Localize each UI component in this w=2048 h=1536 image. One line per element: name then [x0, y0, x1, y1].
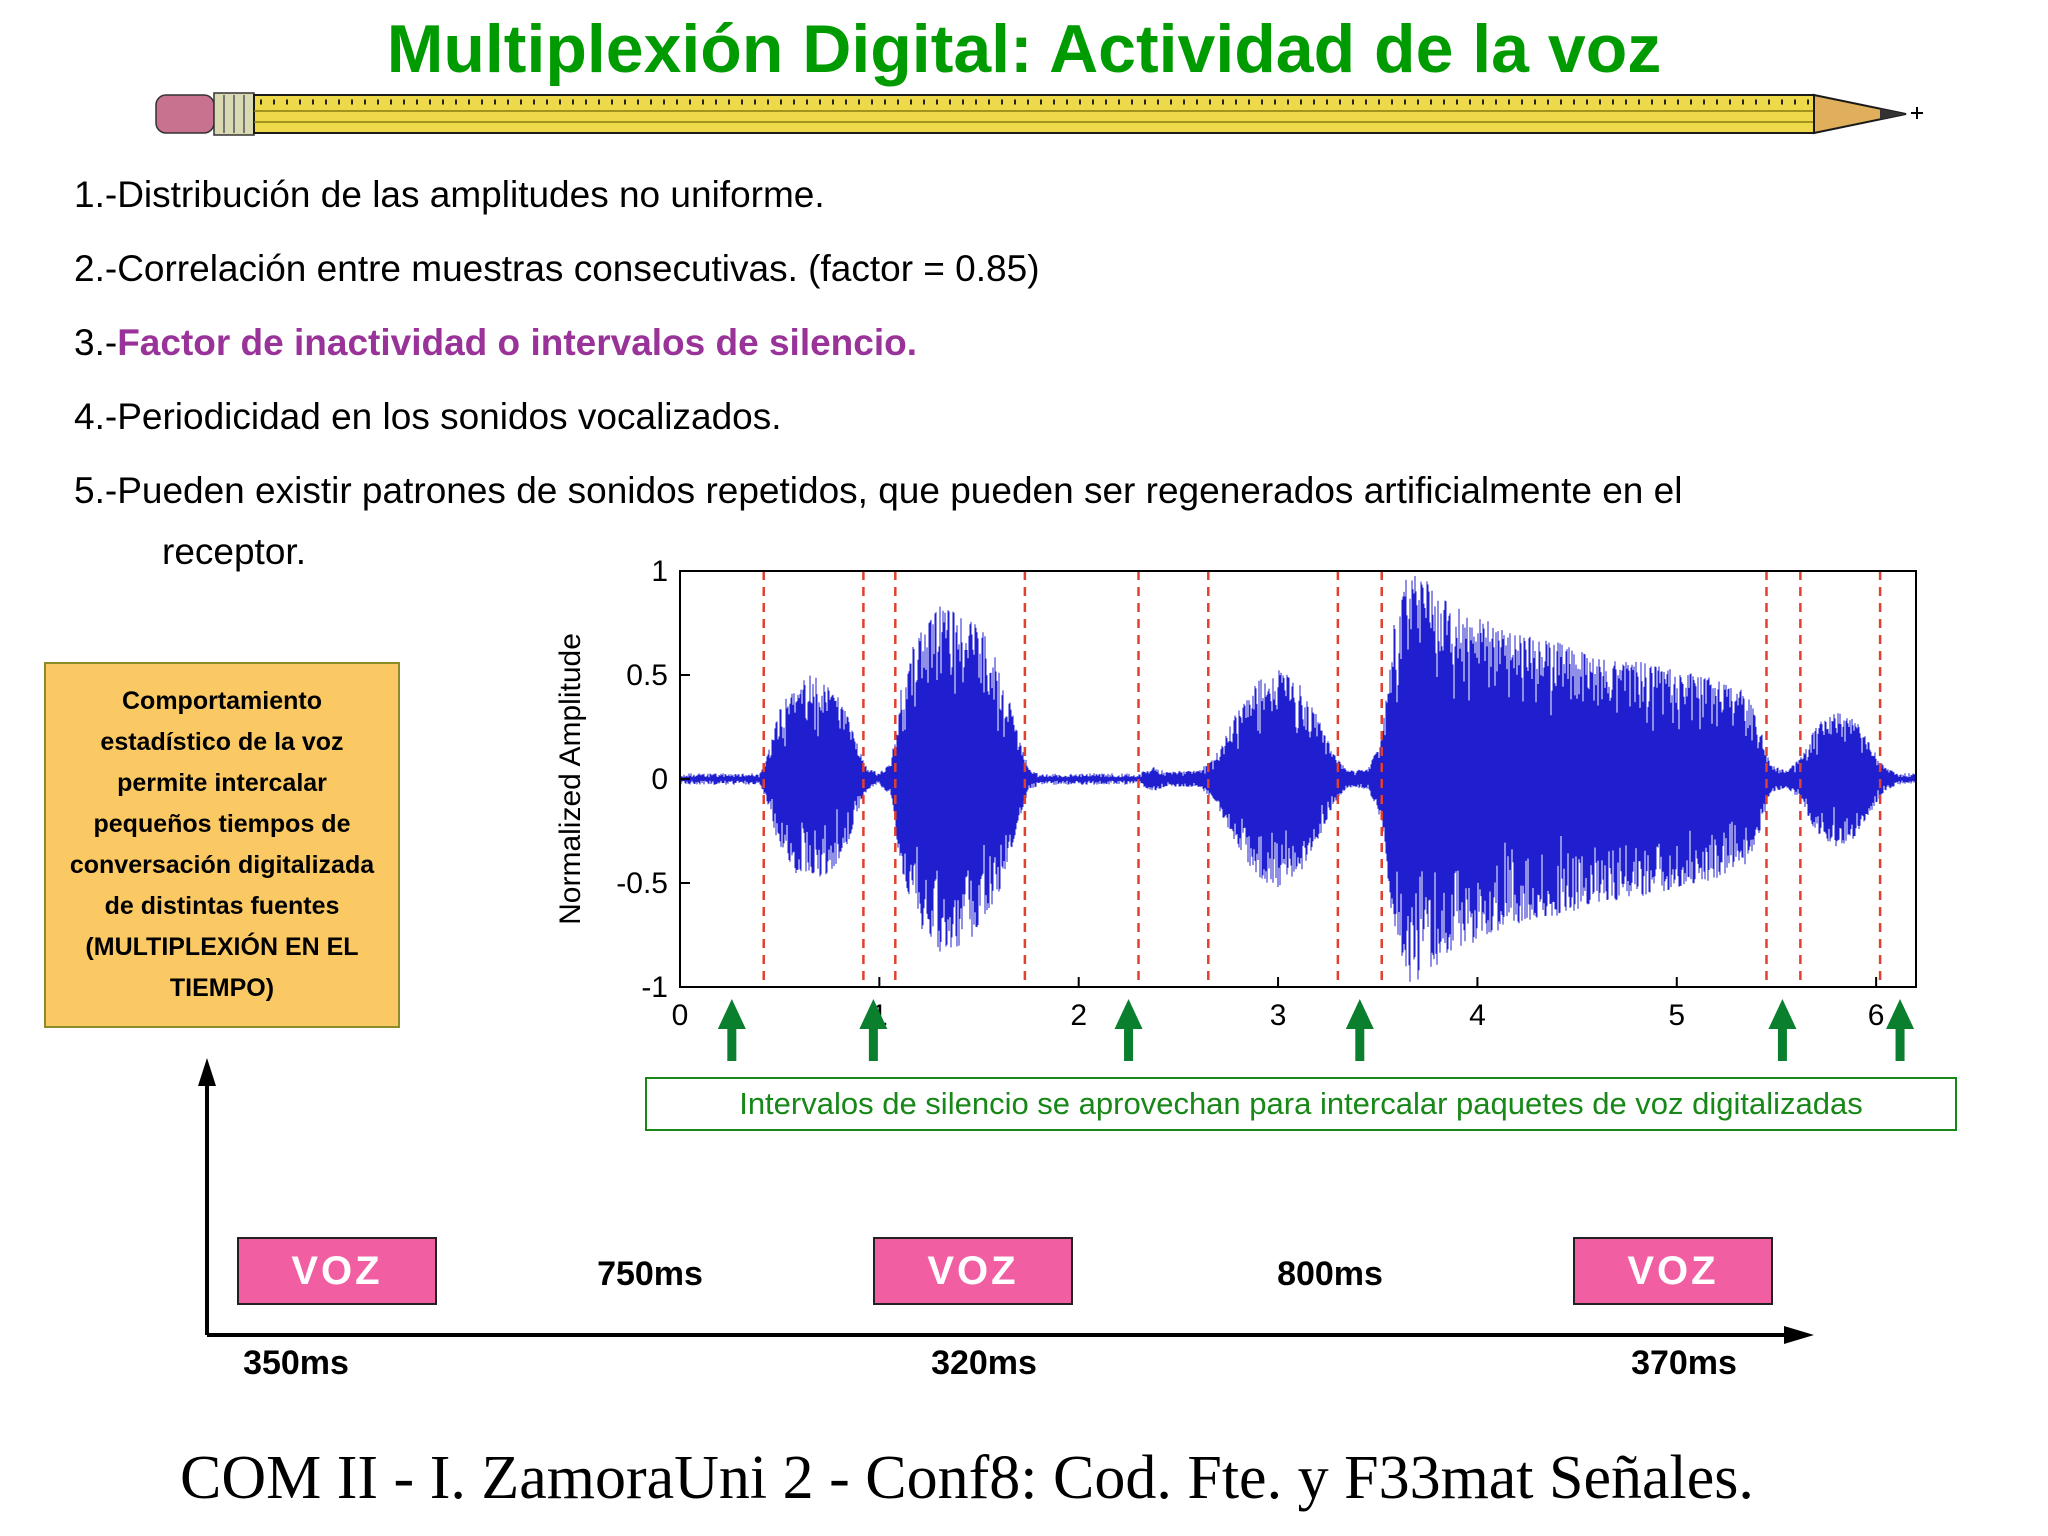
- x-tick-label: 4: [1469, 999, 1486, 1032]
- footer: COM II - I. ZamoraUni 2 - Conf8: Cod. Ft…: [180, 1443, 1980, 1514]
- silence-arrow-stem: [727, 1027, 737, 1061]
- voz-packet-3: VOZ: [1573, 1237, 1773, 1305]
- voz-label: VOZ: [1627, 1248, 1719, 1293]
- pencil-eraser: [155, 94, 215, 134]
- footer-course: COM II - I. Zamora: [180, 1444, 675, 1512]
- pencil-wood-tip: [1813, 93, 1907, 135]
- voz-label: VOZ: [927, 1248, 1019, 1293]
- timeline-horizontal-arrowhead: [1784, 1326, 1814, 1344]
- list-item-number: 1.-: [74, 174, 118, 215]
- note-line: conversación digitalizada: [69, 851, 375, 879]
- note-line: Comportamiento: [122, 687, 322, 715]
- list-item-number: 3.-: [74, 322, 118, 363]
- y-tick-label: -0.5: [616, 867, 668, 900]
- list-item-text: Correlación entre muestras consecutivas.…: [117, 248, 1040, 289]
- page-number: 33: [1378, 1444, 1441, 1512]
- x-tick-label: 0: [672, 999, 689, 1032]
- statistics-note-box: Comportamiento estadístico de la voz per…: [44, 662, 400, 1028]
- x-tick-label: 2: [1070, 999, 1087, 1032]
- list-item-2: 2.-Correlación entre muestras consecutiv…: [74, 232, 2004, 306]
- silence-arrow-icon: [1768, 999, 1797, 1029]
- note-line: permite intercalar: [117, 769, 327, 797]
- list-item-1: 1.-Distribución de las amplitudes no uni…: [74, 158, 2004, 232]
- voz-duration-2: 320ms: [931, 1344, 1037, 1382]
- footer-lecture: Uni 2 - Conf8: Cod. Fte. y F: [674, 1444, 1379, 1512]
- list-item-4: 4.-Periodicidad en los sonidos vocalizad…: [74, 380, 2004, 454]
- silence-arrow-stem: [868, 1027, 878, 1061]
- silence-gap-duration-2: 800ms: [1277, 1255, 1383, 1293]
- list-item-number: 2.-: [74, 248, 118, 289]
- footer-lecture-cont: mat Señales.: [1440, 1444, 1754, 1512]
- silence-arrow-stem: [1124, 1027, 1134, 1061]
- slide-title: Multiplexión Digital: Actividad de la vo…: [386, 11, 1662, 87]
- list-item-text: Periodicidad en los sonidos vocalizados.: [117, 396, 782, 437]
- note-line: TIEMPO): [169, 974, 275, 1002]
- voz-packet-1: VOZ: [237, 1237, 437, 1305]
- x-tick-label: 5: [1668, 999, 1685, 1032]
- y-tick-label: 0: [651, 763, 668, 796]
- silence-arrow-icon: [1345, 999, 1374, 1029]
- list-item-5: 5.-Pueden existir patrones de sonidos re…: [74, 454, 2004, 528]
- note-line: estadístico de la voz: [100, 728, 344, 756]
- note-line: de distintas fuentes: [104, 892, 340, 920]
- pencil-graphite-tip: [1880, 108, 1906, 120]
- silence-arrow-icon: [1114, 999, 1143, 1029]
- list-item-number: 4.-: [74, 396, 118, 437]
- y-axis-label: Normalized Amplitude: [554, 633, 587, 925]
- timeline-axes: [198, 1058, 1814, 1344]
- silence-arrow-stem: [1895, 1027, 1905, 1061]
- silence-arrow-icon: [1886, 999, 1915, 1029]
- silence-intervals-caption-box: Intervalos de silencio se aprovechan par…: [645, 1077, 1957, 1131]
- x-tick-label: 6: [1868, 999, 1885, 1032]
- silence-gap-duration-1: 750ms: [597, 1255, 703, 1293]
- note-line: (MULTIPLEXIÓN EN EL: [85, 933, 359, 961]
- y-tick-label: -1: [641, 971, 668, 1004]
- voz-duration-1: 350ms: [243, 1344, 349, 1382]
- note-line: pequeños tiempos de: [93, 810, 351, 838]
- silence-arrow-icon: [717, 999, 746, 1029]
- silence-arrow-icon: [859, 999, 888, 1029]
- list-item-number: 5.-: [74, 470, 118, 511]
- y-tick-label: 1: [651, 555, 668, 588]
- y-tick-label: 0.5: [626, 659, 668, 692]
- caption-text: Intervalos de silencio se aprovechan par…: [739, 1086, 1863, 1121]
- list-item-text-highlighted: Factor de inactividad o intervalos de si…: [117, 322, 918, 363]
- speech-waveform-path: [679, 576, 1917, 982]
- silence-arrow-stem: [1355, 1027, 1365, 1061]
- bullet-list: 1.-Distribución de las amplitudes no uni…: [74, 158, 2004, 576]
- voz-label: VOZ: [291, 1248, 383, 1293]
- x-tick-label: 3: [1270, 999, 1287, 1032]
- list-item-text: Distribución de las amplitudes no unifor…: [117, 174, 825, 215]
- pencil-body: [253, 94, 1815, 134]
- timeline-vertical-arrowhead: [198, 1058, 216, 1086]
- voz-packet-2: VOZ: [873, 1237, 1073, 1305]
- silence-arrow-stem: [1777, 1027, 1787, 1061]
- pencil-divider-graphic: [155, 92, 1923, 136]
- list-item-3: 3.-Factor de inactividad o intervalos de…: [74, 306, 2004, 380]
- list-item-text: Pueden existir patrones de sonidos repet…: [117, 470, 1683, 511]
- voz-duration-3: 370ms: [1631, 1344, 1737, 1382]
- list-item-5-continuation: receptor.: [162, 531, 306, 572]
